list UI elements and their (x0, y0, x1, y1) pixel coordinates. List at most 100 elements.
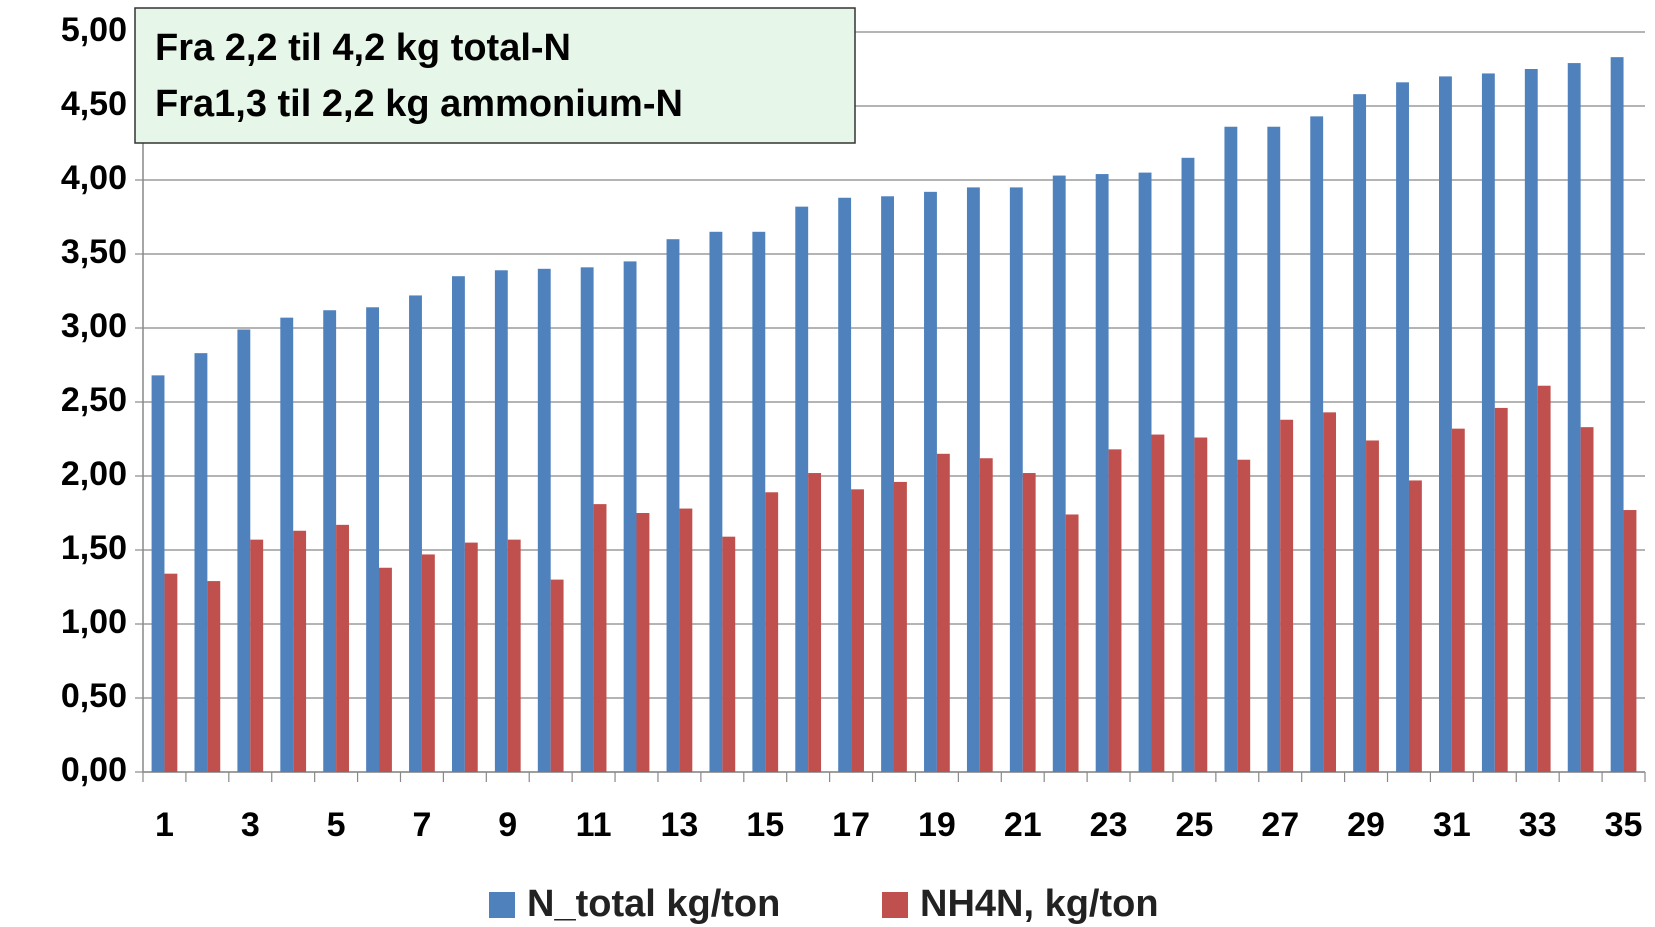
bar (507, 539, 521, 772)
x-tick-label: 17 (832, 806, 870, 844)
annotation: Fra 2,2 til 4,2 kg total-N (155, 27, 571, 69)
bar (1022, 473, 1036, 772)
bar (1567, 63, 1581, 772)
bar (894, 481, 907, 772)
bar (1494, 407, 1508, 772)
y-tick-label: 1,00 (61, 603, 127, 641)
x-tick-label: 1 (155, 806, 174, 844)
bar (1065, 514, 1079, 772)
x-tick-label: 11 (576, 806, 612, 844)
bar (1451, 428, 1465, 772)
x-tick-label: 9 (498, 806, 517, 844)
bar (580, 267, 594, 772)
legend-swatch (882, 892, 908, 918)
legend-swatch (489, 892, 515, 918)
bar (1580, 427, 1594, 772)
y-tick-label: 4,50 (61, 85, 127, 123)
y-tick-label: 3,50 (61, 233, 127, 271)
y-tick-label: 3,00 (61, 307, 127, 345)
bar (194, 353, 208, 772)
bar (1537, 385, 1551, 772)
bar (1224, 126, 1238, 773)
x-tick-label: 21 (1004, 806, 1042, 844)
bar (280, 317, 294, 772)
bar (1280, 419, 1294, 772)
bar (550, 579, 564, 772)
bar (709, 231, 723, 773)
legend-label: NH4N, kg/ton (920, 883, 1159, 925)
y-tick-label: 5,00 (61, 11, 127, 49)
bar (722, 536, 736, 772)
bar (924, 191, 937, 773)
bar (1323, 412, 1337, 772)
bar (752, 231, 766, 773)
bar (666, 239, 680, 772)
bar (421, 554, 435, 772)
annotation: Fra1,3 til 2,2 kg ammonium-N (155, 83, 683, 125)
x-tick-label: 3 (241, 806, 260, 844)
bar (1366, 440, 1379, 772)
annotation-box (134, 7, 856, 144)
bar (979, 458, 993, 772)
bar (881, 196, 894, 772)
bar (936, 453, 950, 772)
bar (838, 197, 852, 772)
y-tick-label: 1,50 (61, 529, 127, 567)
bar (537, 268, 551, 772)
bar (1524, 69, 1538, 772)
y-tick-label: 0,50 (61, 677, 127, 715)
y-tick-label: 4,00 (61, 159, 127, 197)
bar (293, 530, 307, 772)
x-tick-label: 5 (327, 806, 346, 844)
x-tick-label: 15 (746, 806, 784, 844)
bar (636, 513, 650, 772)
bar (1310, 116, 1324, 773)
bar (336, 524, 349, 772)
x-tick-label: 27 (1261, 806, 1299, 844)
bar (808, 473, 822, 772)
x-tick-label: 25 (1175, 806, 1213, 844)
bar (451, 276, 465, 772)
y-tick-label: 0,00 (61, 751, 127, 789)
x-tick-label: 33 (1519, 806, 1557, 844)
bar (765, 492, 779, 772)
x-tick-label: 31 (1433, 806, 1471, 844)
y-tick-label: 2,50 (61, 381, 127, 419)
bar (366, 307, 380, 772)
bar (207, 581, 221, 772)
y-tick-label: 2,00 (61, 455, 127, 493)
bar (1481, 73, 1495, 772)
bar (1052, 175, 1066, 772)
bar (164, 573, 178, 772)
x-tick-label: 23 (1090, 806, 1128, 844)
x-tick-label: 29 (1347, 806, 1385, 844)
bar (1181, 157, 1195, 773)
bar (464, 542, 478, 772)
x-tick-label: 19 (918, 806, 956, 844)
bar (1408, 480, 1422, 772)
bar (1267, 126, 1281, 773)
bar (1623, 510, 1637, 772)
bar (1353, 94, 1367, 772)
bar (966, 187, 980, 772)
bar (1108, 449, 1122, 772)
bar (1194, 437, 1208, 772)
bar (409, 295, 422, 772)
bar (593, 504, 607, 772)
bar (1610, 57, 1624, 773)
bar (379, 567, 392, 772)
x-tick-label: 13 (661, 806, 699, 844)
bar (1237, 459, 1251, 772)
bar (1151, 434, 1165, 772)
bar (237, 329, 251, 772)
bar (795, 206, 809, 772)
bar (1396, 82, 1409, 772)
bar (1439, 76, 1452, 772)
legend-label: N_total kg/ton (527, 883, 780, 925)
bar (851, 489, 864, 772)
x-tick-label: 35 (1605, 806, 1643, 844)
bar (679, 508, 693, 772)
bar (1138, 172, 1152, 773)
bar (1095, 174, 1109, 772)
